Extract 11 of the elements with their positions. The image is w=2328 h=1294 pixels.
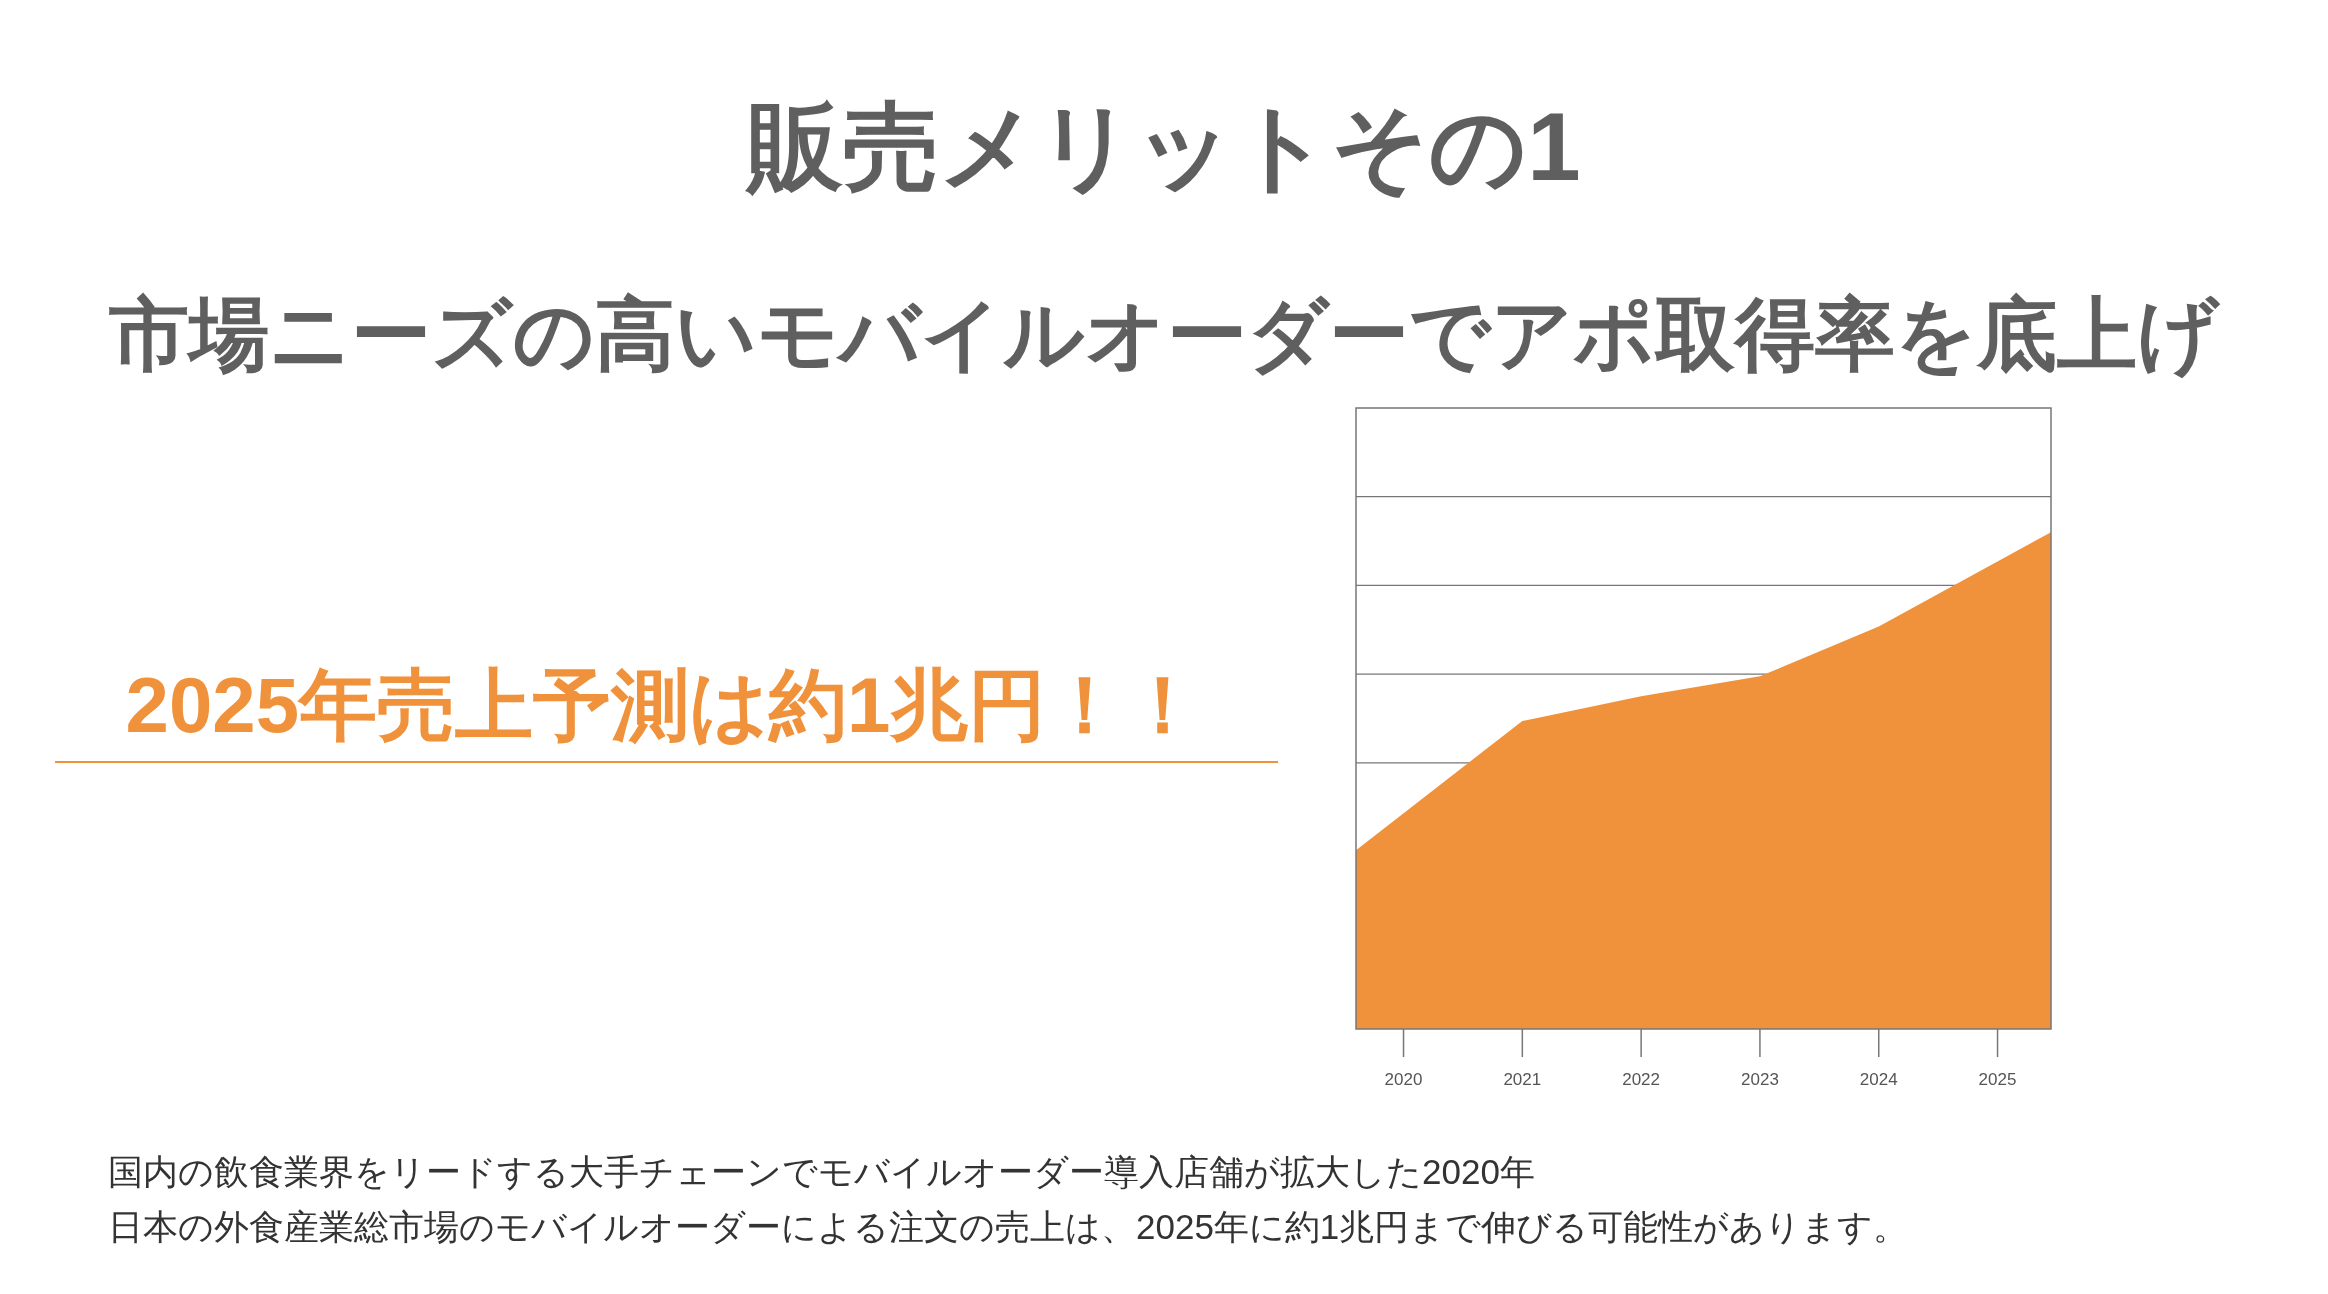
chart-title: 販売メリットその1 <box>744 93 1581 200</box>
x-tick-label: 2021 <box>1503 1070 1542 1089</box>
text: 2025年売上予測は約1兆円！！ <box>125 661 1203 749</box>
x-tick-label: 2023 <box>1741 1070 1779 1089</box>
x-tick-label: 2025 <box>1978 1070 2017 1089</box>
x-tick-label: 2024 <box>1859 1070 1898 1089</box>
x-tick-label: 2022 <box>1622 1070 1661 1089</box>
text: 日本の外食産業総市場のモバイルオーダーによる注文の売上は、2025年に約1兆円まで伸びる可能性があります。 <box>108 1207 1909 1246</box>
text: 国内の飲食業界をリードする大手チェーンでモバイルオーダー導入店舗が拡大した2020年 <box>108 1152 1535 1191</box>
chart-subtitle: 市場ニーズの高いモバイルオーダーでアポ取得率を底上げ <box>108 290 2221 379</box>
x-tick-label: 2020 <box>1384 1070 1423 1089</box>
